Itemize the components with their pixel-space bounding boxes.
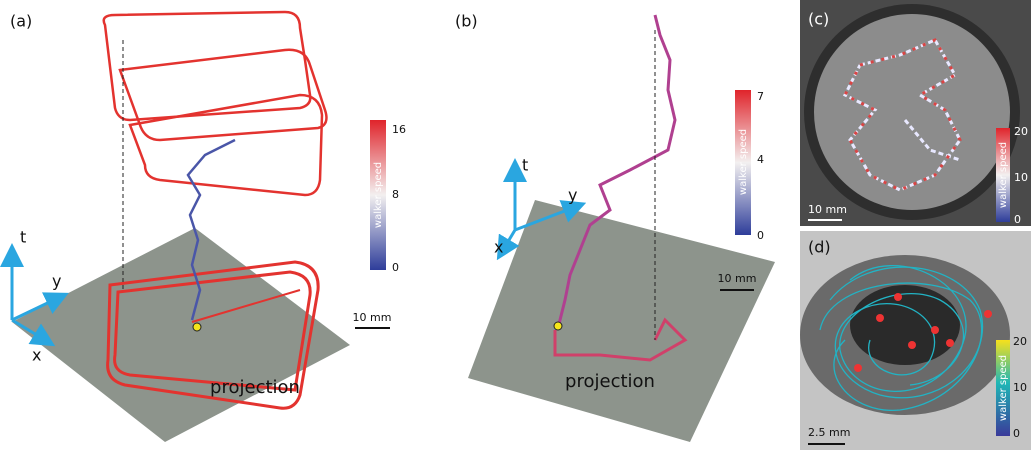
panel-b: (b) t y x walker speed 7 4 0 10 mm proje… <box>455 12 775 442</box>
axis-label: x <box>494 238 503 257</box>
panel-label: (d) <box>808 238 831 257</box>
colorbar-tick: 0 <box>1014 213 1021 226</box>
colorbar-tick: 0 <box>392 261 399 274</box>
axis-label: t <box>20 228 26 247</box>
colorbar-tick: 0 <box>1013 427 1020 440</box>
colorbar-tick: 20 <box>1014 125 1028 138</box>
trajectory-tail <box>191 289 301 323</box>
annotation: projection <box>565 371 655 392</box>
colorbar-tick: 16 <box>392 123 406 136</box>
colorbar <box>996 340 1010 436</box>
colorbar-tick: 7 <box>757 90 764 103</box>
colorbar <box>735 90 751 235</box>
colorbar-tick: 10 <box>1014 171 1028 184</box>
colorbar <box>370 120 386 270</box>
scale-label: 10 mm <box>718 272 757 285</box>
colorbar-label: walker speed <box>998 142 1009 208</box>
trajectory <box>186 138 236 321</box>
panel-label: (b) <box>455 12 478 31</box>
axis-label: y <box>568 186 577 205</box>
start-point <box>192 322 202 332</box>
panel-d: (d) walker speed 20 10 0 2.5 mm <box>800 231 1031 450</box>
scale-label: 10 mm <box>808 203 847 216</box>
well-center <box>850 285 960 365</box>
floor <box>12 228 350 442</box>
colorbar-tick: 4 <box>757 153 764 166</box>
trajectory <box>556 14 677 329</box>
panel-a: (a) t y x walker speed 16 8 0 10 mm proj… <box>0 10 406 442</box>
panel-label: (a) <box>10 12 32 31</box>
projection <box>553 317 688 362</box>
start-point <box>553 321 563 331</box>
colorbar-tick: 0 <box>757 229 764 242</box>
colorbar <box>996 128 1010 222</box>
colorbar-label: walker speed <box>373 162 384 228</box>
annotation: projection <box>210 377 300 398</box>
scale-label: 10 mm <box>353 311 392 324</box>
colorbar-tick: 10 <box>1013 381 1027 394</box>
axis-label: y <box>52 272 61 291</box>
trajectories <box>819 264 983 411</box>
colorbar-label: walker speed <box>998 355 1009 421</box>
axis-label: t <box>522 156 528 175</box>
floor <box>468 200 775 442</box>
trajectory-speed <box>842 38 962 192</box>
colorbar-tick: 8 <box>392 188 399 201</box>
panel-c: (c) walker speed 20 10 0 10 mm <box>800 0 1031 226</box>
panel-label: (c) <box>808 10 829 29</box>
axes <box>496 158 587 261</box>
axes <box>0 243 69 347</box>
projection-loops <box>106 260 320 410</box>
bath <box>814 14 1010 210</box>
trajectory-loops <box>102 10 328 197</box>
droplets <box>854 293 992 372</box>
scale-label: 2.5 mm <box>808 426 850 439</box>
colorbar-tick: 20 <box>1013 335 1027 348</box>
colorbar-label: walker speed <box>738 129 749 195</box>
axis-label: x <box>32 346 41 365</box>
